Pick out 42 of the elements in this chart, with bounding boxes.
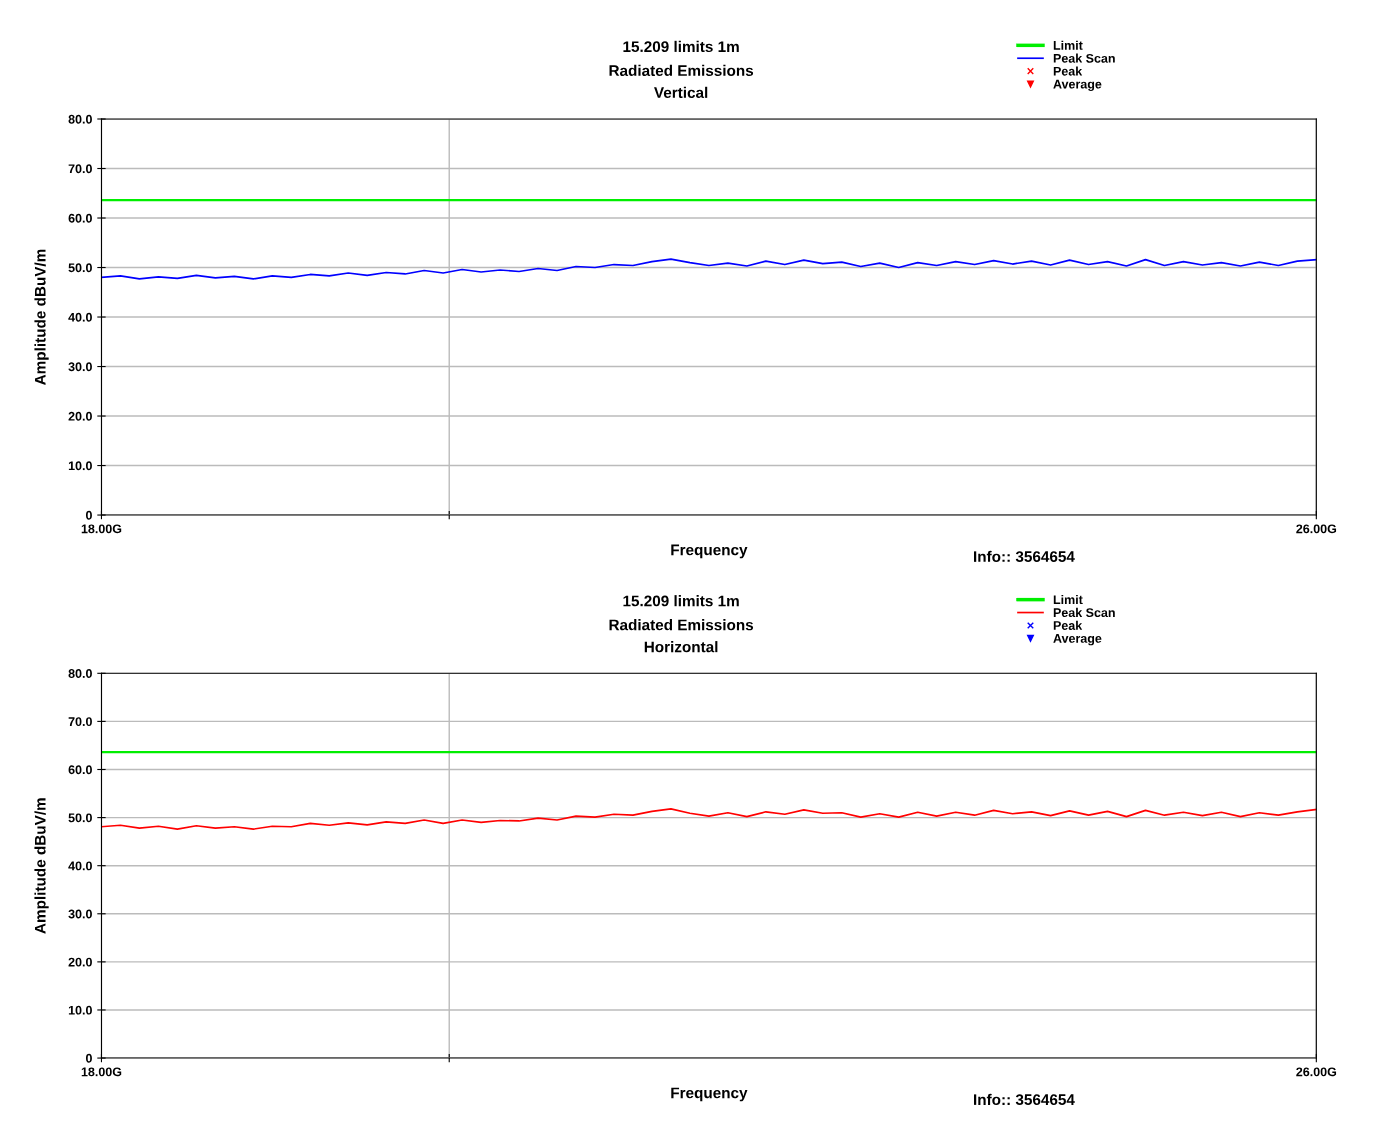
chart-title: 15.209 limits 1m <box>623 595 739 607</box>
y-tick-label: 10.0 <box>68 1005 92 1015</box>
legend-label: Average <box>1053 79 1102 92</box>
y-tick-label: 20.0 <box>68 957 92 967</box>
line-series <box>101 808 1317 830</box>
y-tick-label: 70.0 <box>68 717 92 727</box>
y-tick-label: 0 <box>85 1053 92 1063</box>
y-tick-label: 50.0 <box>68 263 92 273</box>
y-tick-label: 30.0 <box>68 362 92 372</box>
line-series <box>101 258 1317 280</box>
x-axis-title: Frequency <box>671 1087 748 1102</box>
y-tick-label: 0 <box>85 510 92 520</box>
legend-label: Limit <box>1053 594 1083 605</box>
y-tick-label: 20.0 <box>68 411 92 421</box>
text: Info:: 3564654 <box>974 550 1075 563</box>
y-tick-label: 10.0 <box>68 461 92 471</box>
y-tick-label: 60.0 <box>68 213 92 223</box>
x-tick-label: 26.00G <box>1296 1067 1337 1077</box>
y-axis-title: Amplitude dBuV/m <box>34 798 49 934</box>
chart-title: 15.209 limits 1m <box>623 40 739 53</box>
legend-label: Average <box>1053 634 1102 646</box>
y-tick-label: 60.0 <box>68 765 92 775</box>
x-tick-label: 18.00G <box>81 524 122 534</box>
legend-label: Peak <box>1053 620 1083 630</box>
legend-label: Peak Scan <box>1053 53 1115 63</box>
y-tick-label: 50.0 <box>68 813 92 823</box>
x-axis-title: Frequency <box>671 544 748 559</box>
chart-subtitle: Radiated Emissions Horizontal <box>609 619 754 653</box>
legend-label: Limit <box>1053 40 1083 50</box>
y-tick-label: 40.0 <box>68 861 92 871</box>
y-axis-title: Amplitude dBuV/m <box>34 249 49 385</box>
legend-label: Peak <box>1053 66 1083 76</box>
y-tick-label: 80.0 <box>68 669 92 678</box>
y-tick-label: 40.0 <box>68 312 92 322</box>
legend-label: Peak Scan <box>1053 607 1115 618</box>
text: Info:: 3564654 <box>974 1093 1075 1106</box>
x-tick-label: 26.00G <box>1296 524 1337 534</box>
chart-subtitle: Radiated Emissions Vertical <box>609 64 754 99</box>
y-tick-label: 30.0 <box>68 909 92 919</box>
x-tick-label: 18.00G <box>81 1067 122 1077</box>
y-tick-label: 70.0 <box>68 164 92 174</box>
y-tick-label: 80.0 <box>68 114 92 124</box>
